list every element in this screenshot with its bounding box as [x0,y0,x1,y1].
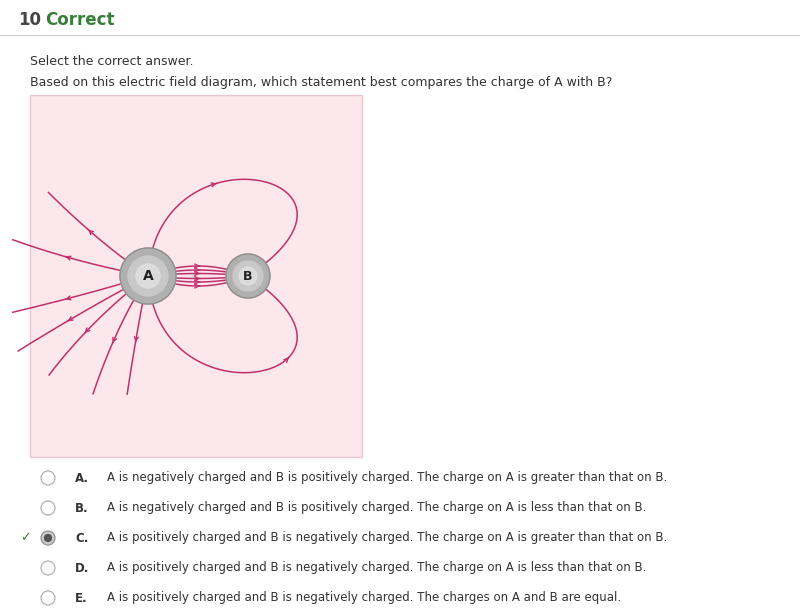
Text: A is positively charged and B is negatively charged. The charge on A is less tha: A is positively charged and B is negativ… [107,562,646,575]
Circle shape [41,471,55,485]
Circle shape [233,261,263,291]
Circle shape [239,267,257,285]
Circle shape [41,591,55,605]
Circle shape [120,248,176,304]
Circle shape [136,264,160,288]
Text: A is positively charged and B is negatively charged. The charge on A is greater : A is positively charged and B is negativ… [107,531,667,545]
Text: B: B [243,269,253,283]
Text: A.: A. [75,471,89,485]
Text: Based on this electric field diagram, which statement best compares the charge o: Based on this electric field diagram, wh… [30,76,612,89]
Text: A is positively charged and B is negatively charged. The charges on A and B are : A is positively charged and B is negativ… [107,592,621,604]
Text: A: A [142,269,154,283]
Text: B.: B. [75,502,89,514]
Text: 10: 10 [18,11,41,29]
Circle shape [41,531,55,545]
Text: E.: E. [75,592,88,604]
Text: A is negatively charged and B is positively charged. The charge on A is less tha: A is negatively charged and B is positiv… [107,502,646,514]
FancyBboxPatch shape [30,95,362,457]
Text: Select the correct answer.: Select the correct answer. [30,55,194,68]
Text: C.: C. [75,531,88,545]
Text: A is negatively charged and B is positively charged. The charge on A is greater : A is negatively charged and B is positiv… [107,471,667,485]
Text: Correct: Correct [45,11,114,29]
Circle shape [226,254,270,298]
Circle shape [128,256,168,296]
Circle shape [41,561,55,575]
Text: ✓: ✓ [20,531,30,545]
Text: D.: D. [75,562,90,575]
Circle shape [45,534,51,542]
Circle shape [41,501,55,515]
